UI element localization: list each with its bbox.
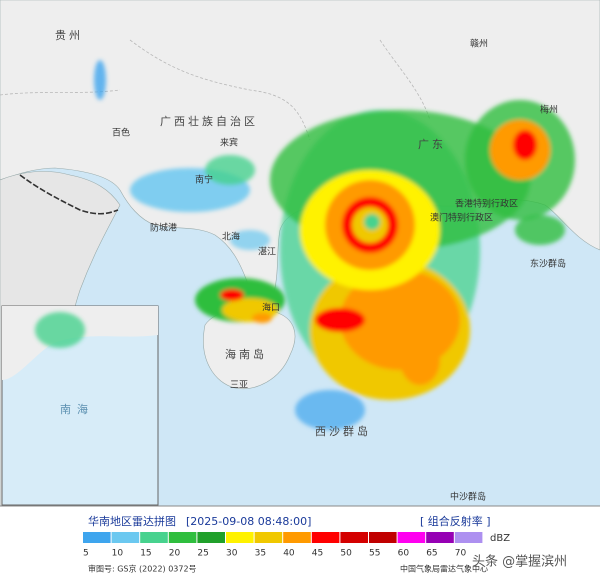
legend-label: 50 [340,549,352,559]
place-label: 西沙群岛 [315,424,371,438]
legend-label: 35 [255,549,266,559]
legend-label: 40 [283,549,295,559]
echo-west [47,60,285,350]
legend-label: 60 [398,549,410,559]
place-label: 香港特别行政区 [455,198,518,210]
unit: dBZ [490,533,510,544]
echo-typhoon [270,100,575,430]
place-label: 南海 [60,402,94,416]
product: [ 组合反射率 ] [420,514,491,528]
legend-label: 15 [140,549,151,559]
place-label: 贵州 [55,29,83,42]
legend-swatch [83,532,111,543]
legend-label: 5 [83,549,89,559]
legend-swatch [340,532,368,543]
legend-swatch [168,532,197,543]
legend-panel [0,506,600,581]
place-label: 三亚 [230,380,248,391]
legend-swatch [283,532,311,543]
legend-swatch [454,532,483,543]
legend-swatch [397,532,426,543]
legend-swatch [311,532,340,543]
approval: 审图号: GS京 (2022) 0372号 [88,564,197,574]
place-label: 赣州 [470,38,488,50]
border [19,174,119,215]
legend-swatch [254,532,283,543]
legend-label: 30 [226,549,238,559]
legend-label: 65 [426,549,437,559]
watermark: 头条 @掌握滨州 [472,554,567,570]
legend-swatch [426,532,454,543]
place-label: 百色 [112,127,130,139]
legend-swatch [369,532,397,543]
place-label: 湛江 [258,247,276,258]
place-label: 东沙群岛 [530,258,566,270]
timestamp: [2025-09-08 08:48:00] [186,515,311,528]
legend-swatch [197,532,225,543]
province-border [0,39,431,141]
place-label: 中沙群岛 [450,491,486,503]
legend-swatch [140,532,168,543]
place-label: 广东 [418,138,446,151]
place-label: 广西壮族自治区 [160,114,258,128]
agency: 中国气象局雷达气象中心 [400,564,488,574]
inset-echo [35,312,85,348]
legend-label: 45 [312,549,323,559]
legend-swatch [111,532,140,543]
legend-label: 55 [369,549,380,559]
place-label: 来宾 [220,137,238,149]
place-label: 海南岛 [225,347,267,361]
legend-label: 25 [197,549,208,559]
place-label: 防城港 [150,222,177,234]
legend-swatch [226,532,254,543]
legend: 5 10 15 20 25 30 35 40 45 50 55 60 65 70 [83,532,483,559]
legend-label: 70 [455,549,467,559]
place-label: 澳门特别行政区 [430,212,493,224]
place-label: 北海 [222,231,240,243]
legend-label: 10 [112,549,124,559]
place-label: 南宁 [195,174,213,186]
place-label: 梅州 [540,104,558,116]
legend-label: 20 [169,549,181,559]
title: 华南地区雷达拼图 [88,514,176,528]
place-label: 海口 [262,302,280,314]
